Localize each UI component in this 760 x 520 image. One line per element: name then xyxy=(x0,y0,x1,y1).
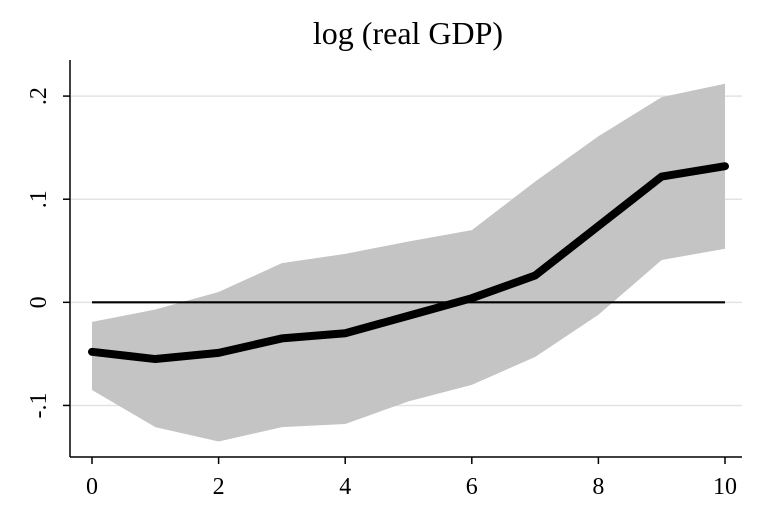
x-tick-label: 8 xyxy=(592,474,604,500)
confidence-band xyxy=(92,83,725,442)
series-line-0 xyxy=(88,162,729,364)
y-tick-label: .2 xyxy=(26,87,52,105)
axes: -.1 0 .1 .2 0 2 4 6 8 10 xyxy=(26,60,742,500)
confidence-band-layer xyxy=(92,83,725,442)
y-tick-label: -.1 xyxy=(26,392,52,418)
x-tick-label: 6 xyxy=(466,474,478,500)
x-tick-label: 0 xyxy=(86,474,98,500)
x-tick-label: 2 xyxy=(213,474,225,500)
y-tick-label: 0 xyxy=(26,296,52,308)
series-line-layer xyxy=(88,162,729,364)
y-tick-label: .1 xyxy=(26,190,52,208)
chart-title: log (real GDP) xyxy=(313,15,503,51)
x-tick-label: 4 xyxy=(339,474,351,500)
x-tick-label: 10 xyxy=(713,474,737,500)
